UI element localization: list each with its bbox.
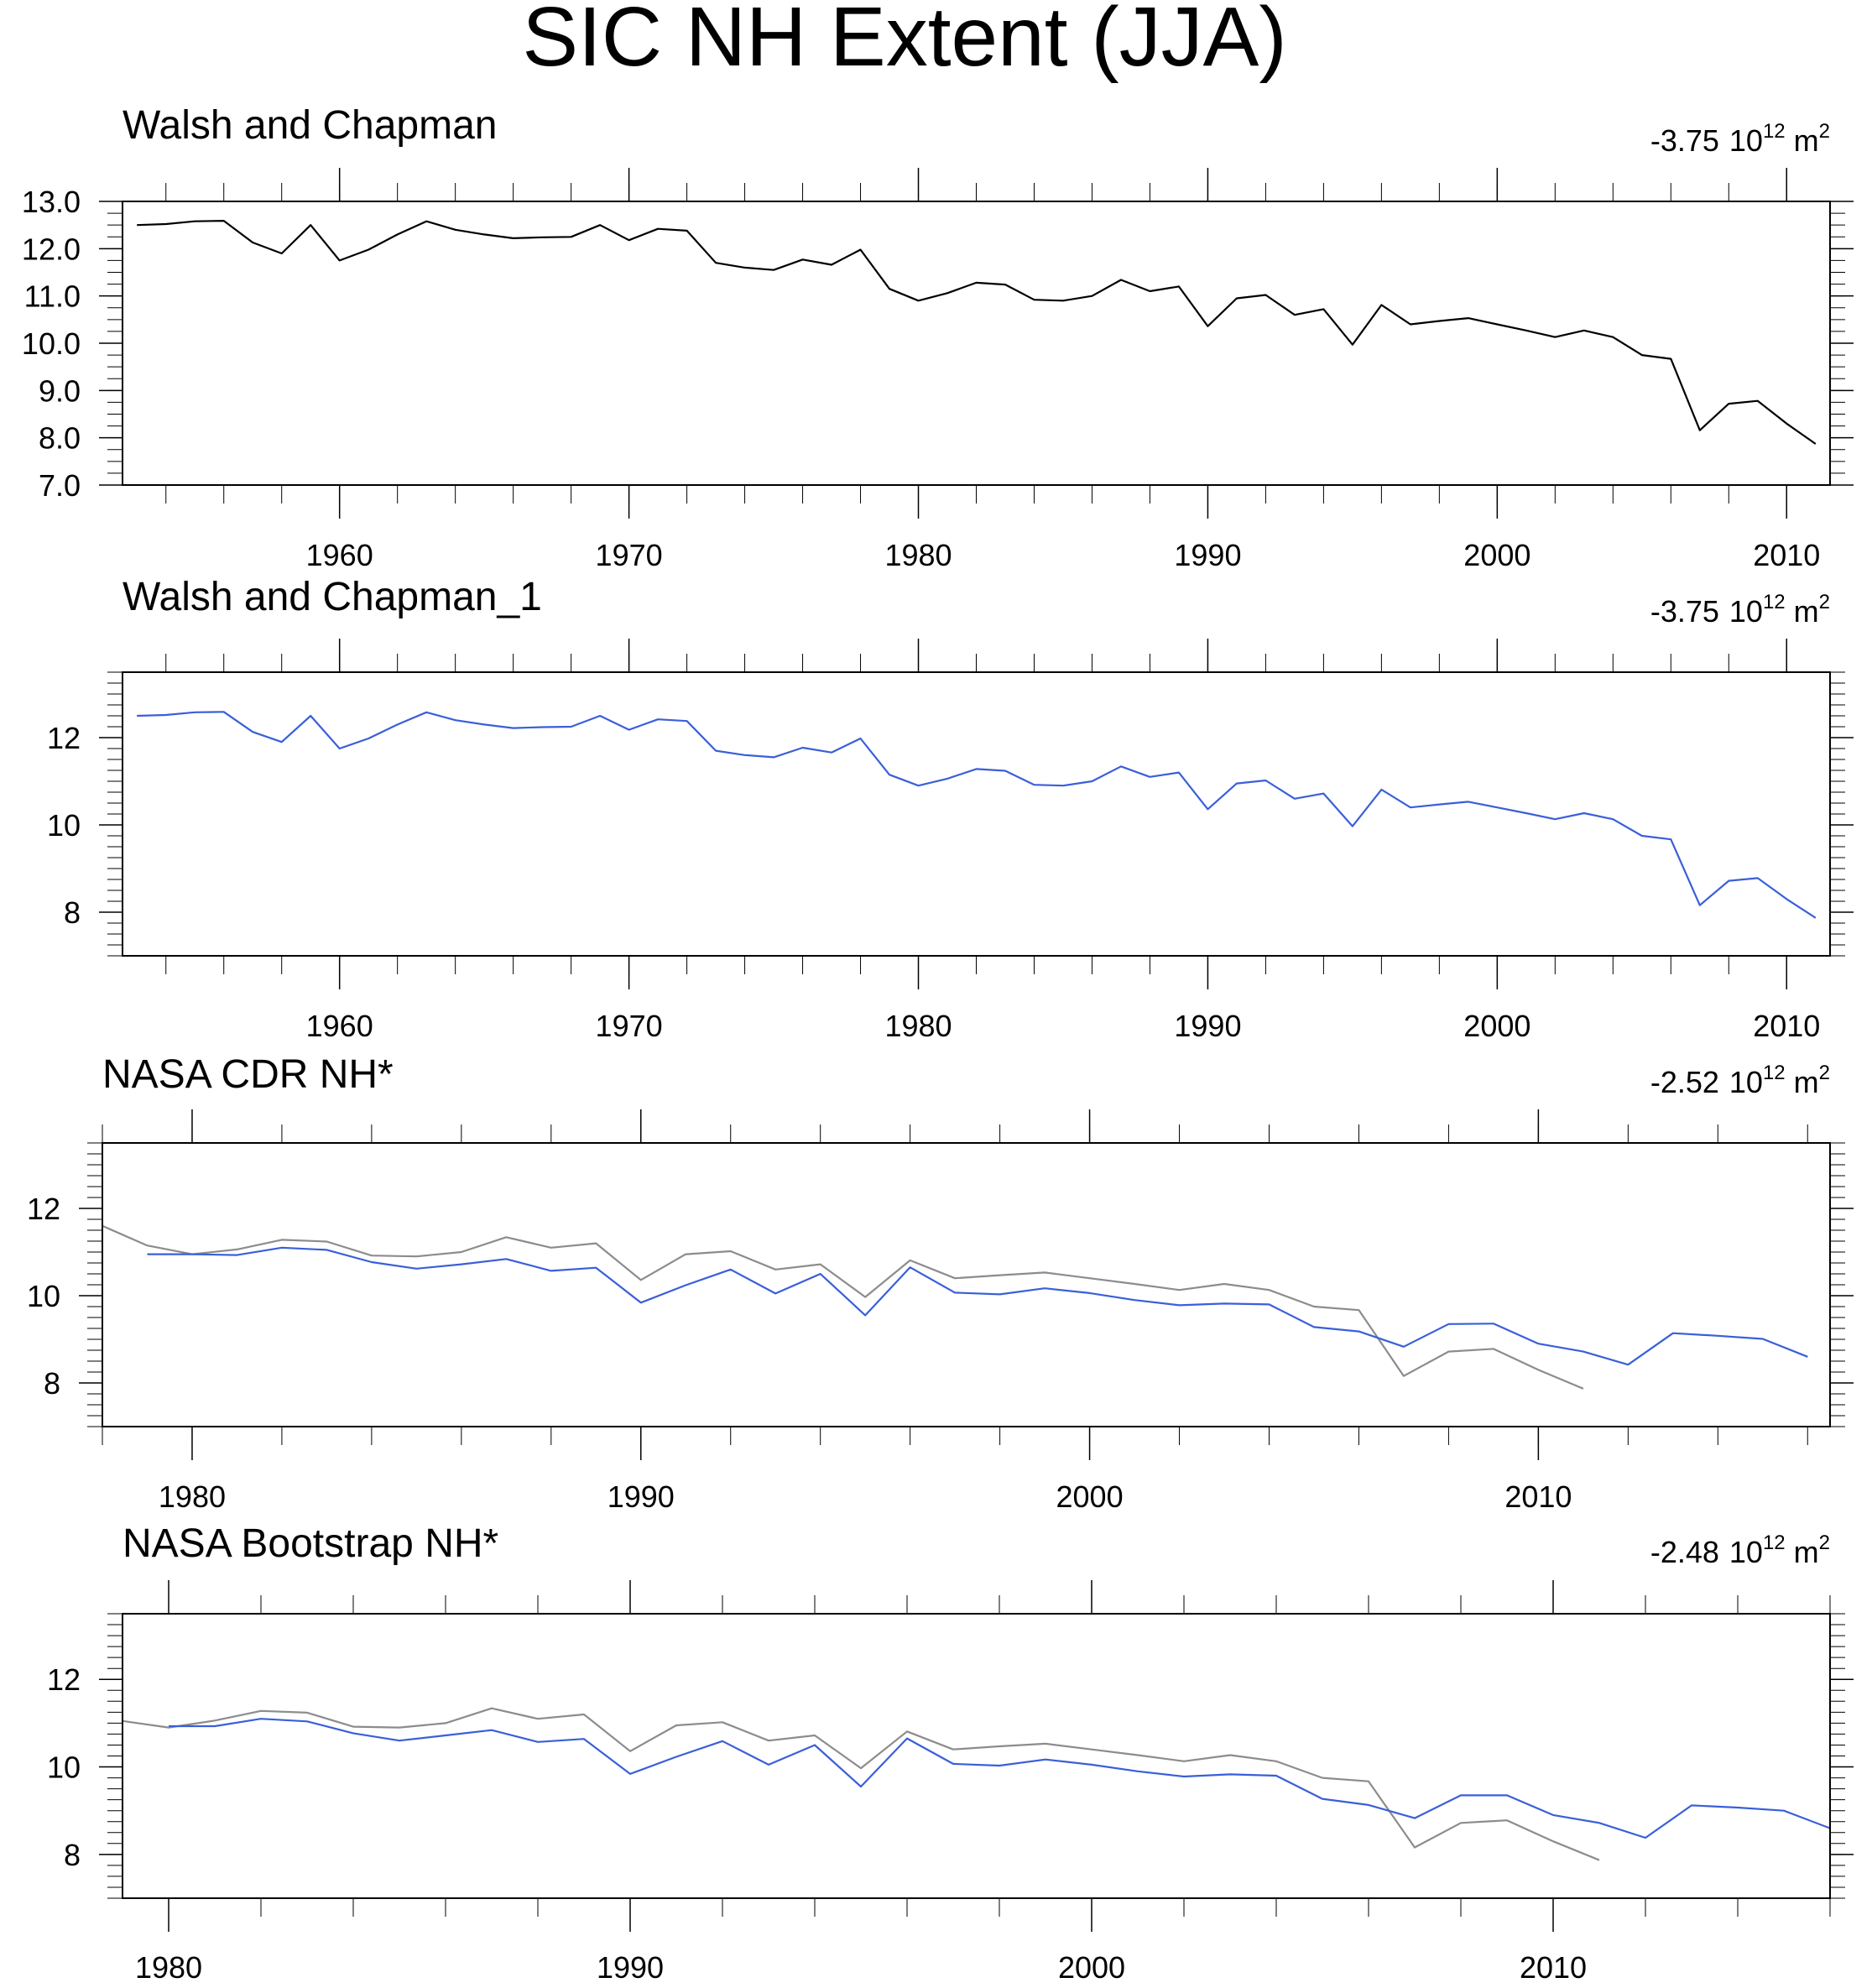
- y-tick-label: 10: [27, 1279, 60, 1313]
- series-line-1: [102, 1224, 1584, 1390]
- figure-title: SIC NH Extent (JJA): [522, 0, 1286, 84]
- x-tick-label: 1960: [306, 1009, 373, 1043]
- x-tick-label: 1980: [884, 538, 952, 572]
- x-tick-label: 1990: [1174, 538, 1241, 572]
- x-tick-label: 1980: [135, 1950, 202, 1985]
- x-tick-label: 2000: [1056, 1479, 1124, 1514]
- y-tick-label: 12: [47, 721, 81, 755]
- x-tick-label: 1990: [597, 1950, 664, 1985]
- trend-value: -3.75: [1650, 594, 1719, 629]
- series-line-2: [169, 1718, 1831, 1839]
- trend-value: -3.75: [1650, 123, 1719, 158]
- trend-unit-exponent: 12: [1763, 120, 1786, 143]
- x-tick-label: 2010: [1753, 1009, 1820, 1043]
- plot-frame: [122, 1613, 1831, 1899]
- y-tick-label: 12.0: [22, 232, 81, 266]
- series-line-1: [137, 220, 1817, 445]
- trend-unit-tail: m: [1794, 594, 1819, 629]
- x-tick-label: 1970: [596, 1009, 663, 1043]
- trend-unit-exponent: 12: [1763, 1531, 1786, 1554]
- y-tick-label: 8.0: [39, 421, 81, 456]
- x-tick-label: 2010: [1504, 1479, 1572, 1514]
- trend-annotation: -3.75 1012 m2: [1650, 591, 1830, 629]
- trend-unit-exponent: 12: [1763, 1062, 1786, 1084]
- trend-annotation: -2.48 1012 m2: [1650, 1531, 1830, 1569]
- trend-unit-tail: m: [1794, 1065, 1819, 1099]
- trend-unit-tail-exponent: 2: [1819, 120, 1830, 143]
- trend-annotation: -3.75 1012 m2: [1650, 120, 1830, 158]
- y-tick-label: 7.0: [39, 468, 81, 503]
- trend-value: -2.48: [1650, 1535, 1719, 1569]
- y-tick-label: 12: [27, 1192, 60, 1226]
- trend-unit-exponent: 12: [1763, 591, 1786, 613]
- plot-frame: [122, 671, 1831, 957]
- y-tick-label: 8: [64, 895, 81, 930]
- trend-annotation: -2.52 1012 m2: [1650, 1062, 1830, 1099]
- y-tick-label: 11.0: [24, 279, 81, 314]
- x-tick-label: 1960: [306, 538, 373, 572]
- plot-frame: [102, 1142, 1831, 1427]
- trend-unit-base: 10: [1729, 123, 1763, 158]
- x-tick-label: 1980: [884, 1009, 952, 1043]
- x-tick-label: 1990: [1174, 1009, 1241, 1043]
- x-tick-label: 2010: [1753, 538, 1820, 572]
- x-tick-label: 1990: [607, 1479, 675, 1514]
- x-tick-label: 1980: [159, 1479, 226, 1514]
- x-tick-label: 2000: [1463, 1009, 1530, 1043]
- panel-1: Walsh and Chapman -3.75 1012 m2 7.0 8.0 9.0 10.…: [22, 103, 1854, 572]
- trend-unit-tail-exponent: 2: [1819, 1531, 1830, 1554]
- trend-unit-base: 10: [1729, 1535, 1763, 1569]
- trend-value: -2.52: [1650, 1065, 1719, 1099]
- y-tick-label: 8: [44, 1366, 60, 1401]
- y-tick-label: 10: [47, 808, 81, 843]
- trend-unit-tail-exponent: 2: [1819, 1062, 1830, 1084]
- panel-title: Walsh and Chapman: [123, 103, 497, 148]
- y-tick-label: 12: [47, 1662, 81, 1697]
- series-line-1: [122, 1707, 1600, 1861]
- x-tick-label: 2010: [1520, 1950, 1587, 1985]
- trend-unit-tail: m: [1794, 123, 1819, 158]
- x-tick-label: 2000: [1058, 1950, 1125, 1985]
- x-tick-label: 2000: [1463, 538, 1530, 572]
- trend-unit-tail: m: [1794, 1535, 1819, 1569]
- panel-title: NASA CDR NH*: [102, 1052, 394, 1097]
- trend-unit-base: 10: [1729, 594, 1763, 629]
- trend-unit-base: 10: [1729, 1065, 1763, 1099]
- series-line-2: [147, 1246, 1808, 1366]
- trend-unit-tail-exponent: 2: [1819, 591, 1830, 613]
- panel-title: NASA Bootstrap NH*: [123, 1521, 498, 1566]
- plot-frame: [122, 201, 1831, 486]
- x-tick-label: 1970: [596, 538, 663, 572]
- y-tick-label: 8: [64, 1838, 81, 1872]
- y-tick-label: 10.0: [22, 326, 81, 361]
- series-line-1: [137, 711, 1817, 919]
- panel-title: Walsh and Chapman_1: [123, 575, 542, 619]
- panels-container: Walsh and Chapman -3.75 1012 m27.08.09.010.…: [22, 103, 1854, 1985]
- y-tick-label: 9.0: [39, 373, 81, 408]
- y-tick-label: 10: [47, 1751, 81, 1785]
- y-tick-label: 13.0: [22, 185, 81, 219]
